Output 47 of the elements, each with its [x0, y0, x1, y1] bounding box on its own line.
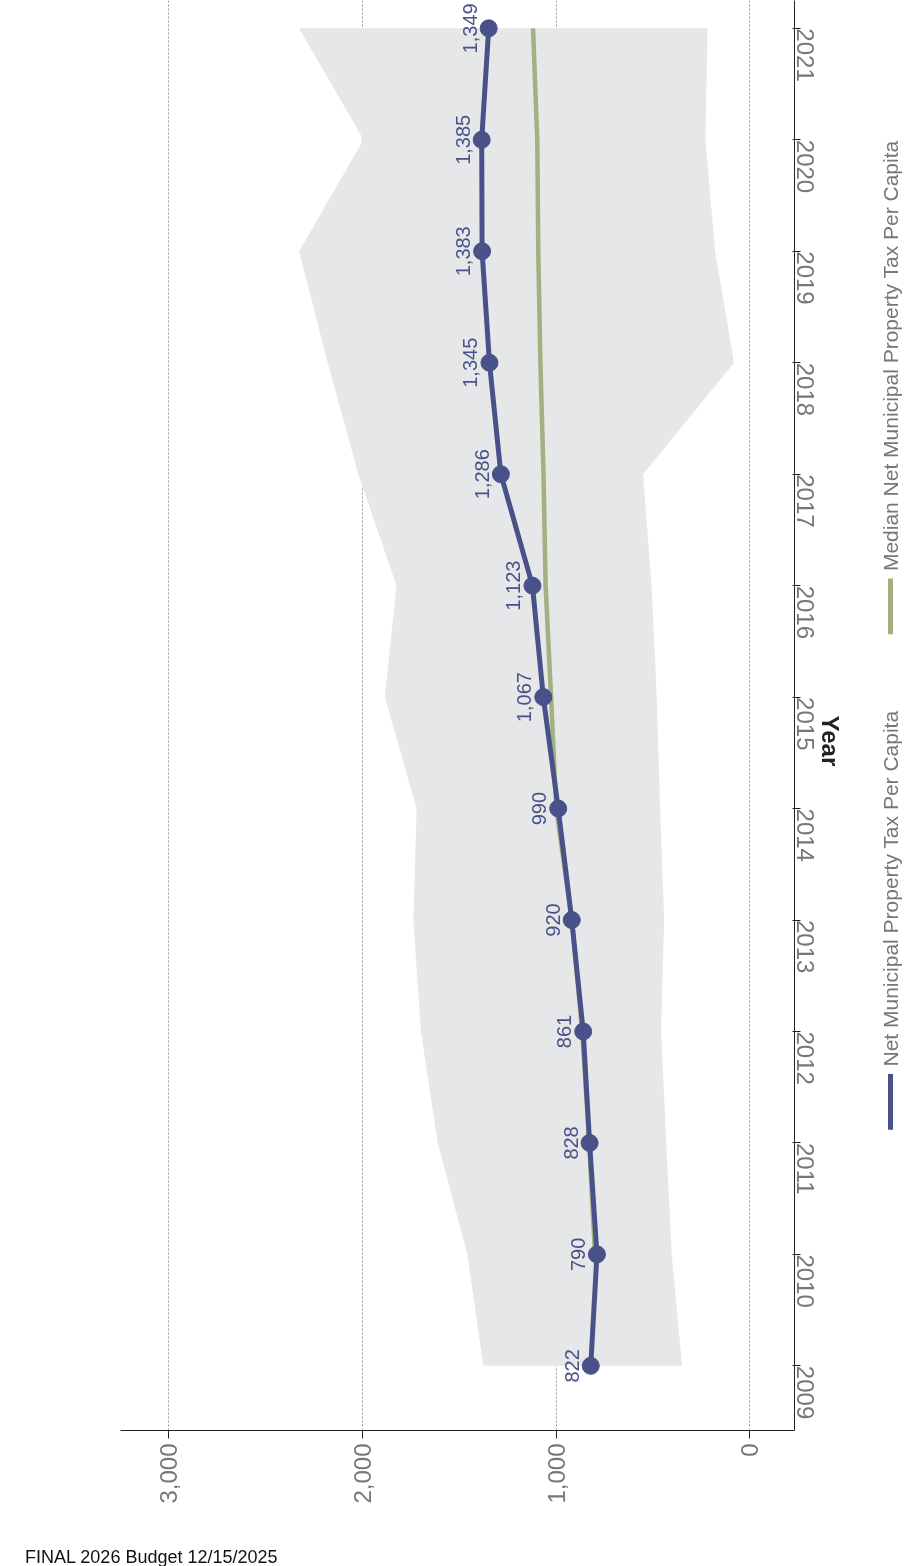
y-tick-label: 2017: [792, 474, 819, 528]
y-tick-label: 2009: [792, 1365, 819, 1420]
data-label: 920: [541, 903, 564, 937]
point: [574, 1022, 593, 1041]
point: [523, 576, 542, 595]
point: [472, 130, 491, 149]
point: [473, 242, 492, 261]
x-tick-label: 0: [736, 1443, 764, 1457]
text: Net Municipal Property Tax Per Capita: [879, 710, 902, 1067]
point: [581, 1356, 600, 1375]
point: [549, 799, 568, 818]
y-tick-label: 2020: [792, 139, 819, 194]
point: [587, 1245, 606, 1264]
y-tick-label: 2016: [792, 585, 819, 640]
data-label: 828: [559, 1126, 582, 1160]
y-tick-label: 2011: [792, 1142, 819, 1195]
data-label: 822: [560, 1349, 583, 1383]
point: [480, 353, 499, 372]
y-tick-label: 2010: [792, 1254, 819, 1308]
y-tick-label: 2013: [792, 920, 819, 974]
data-label: 790: [566, 1237, 589, 1272]
data-label: 1,123: [502, 560, 525, 611]
x-tick-label: 1,000: [542, 1443, 570, 1504]
data-label: 1,286: [470, 449, 493, 500]
y-tick-label: 2015: [792, 697, 819, 751]
data-label: 1,385: [451, 114, 474, 165]
data-label: 1,349: [458, 3, 481, 54]
data-label: 990: [528, 791, 551, 826]
text: FINAL 2026 Budget 12/15/2025: [25, 1546, 278, 1566]
data-label: 861: [553, 1014, 576, 1049]
x-tick-label: 2,000: [349, 1443, 377, 1504]
y-tick-label: 2019: [792, 251, 819, 305]
data-label: 1,383: [452, 226, 475, 277]
point: [562, 911, 581, 930]
text: Median Net Municipal Property Tax Per Capita: [879, 140, 902, 572]
y-tick-label: 2014: [792, 808, 819, 862]
point: [491, 465, 510, 484]
data-label: 1,067: [513, 672, 536, 723]
y-tick-label: 2021: [792, 28, 819, 82]
data-label: 1,345: [459, 337, 482, 388]
point: [534, 688, 553, 707]
y-tick-label: 2012: [792, 1031, 819, 1085]
x-tick-label: 3,000: [155, 1443, 183, 1504]
point: [580, 1133, 599, 1152]
y-axis-title: Year: [817, 715, 844, 767]
point: [479, 19, 498, 38]
y-tick-label: 2018: [792, 362, 819, 417]
